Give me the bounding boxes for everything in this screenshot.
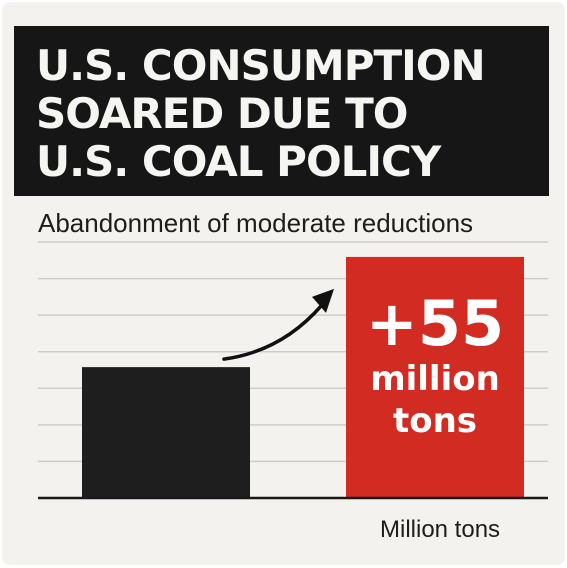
headline-banner: U.S. CONSUMPTION SOARED DUE TO U.S. COAL… [14, 26, 549, 196]
bar-annotation-unit-line2: tons [393, 401, 477, 441]
bar-1 [82, 367, 250, 498]
bar-annotation-unit-line1: million [370, 359, 500, 399]
arrow-head-icon [312, 288, 334, 313]
bars [82, 256, 524, 498]
arrow-up-right-icon [222, 303, 324, 361]
chart-subtitle: Abandonment of moderate reductions [38, 208, 474, 238]
bar-2 [346, 256, 524, 498]
bar-annotation-value: +55 [366, 287, 504, 360]
y-axis-label: Million tons [380, 516, 501, 543]
chart-title: U.S. CONSUMPTION SOARED DUE TO U.S. COAL… [36, 41, 486, 186]
